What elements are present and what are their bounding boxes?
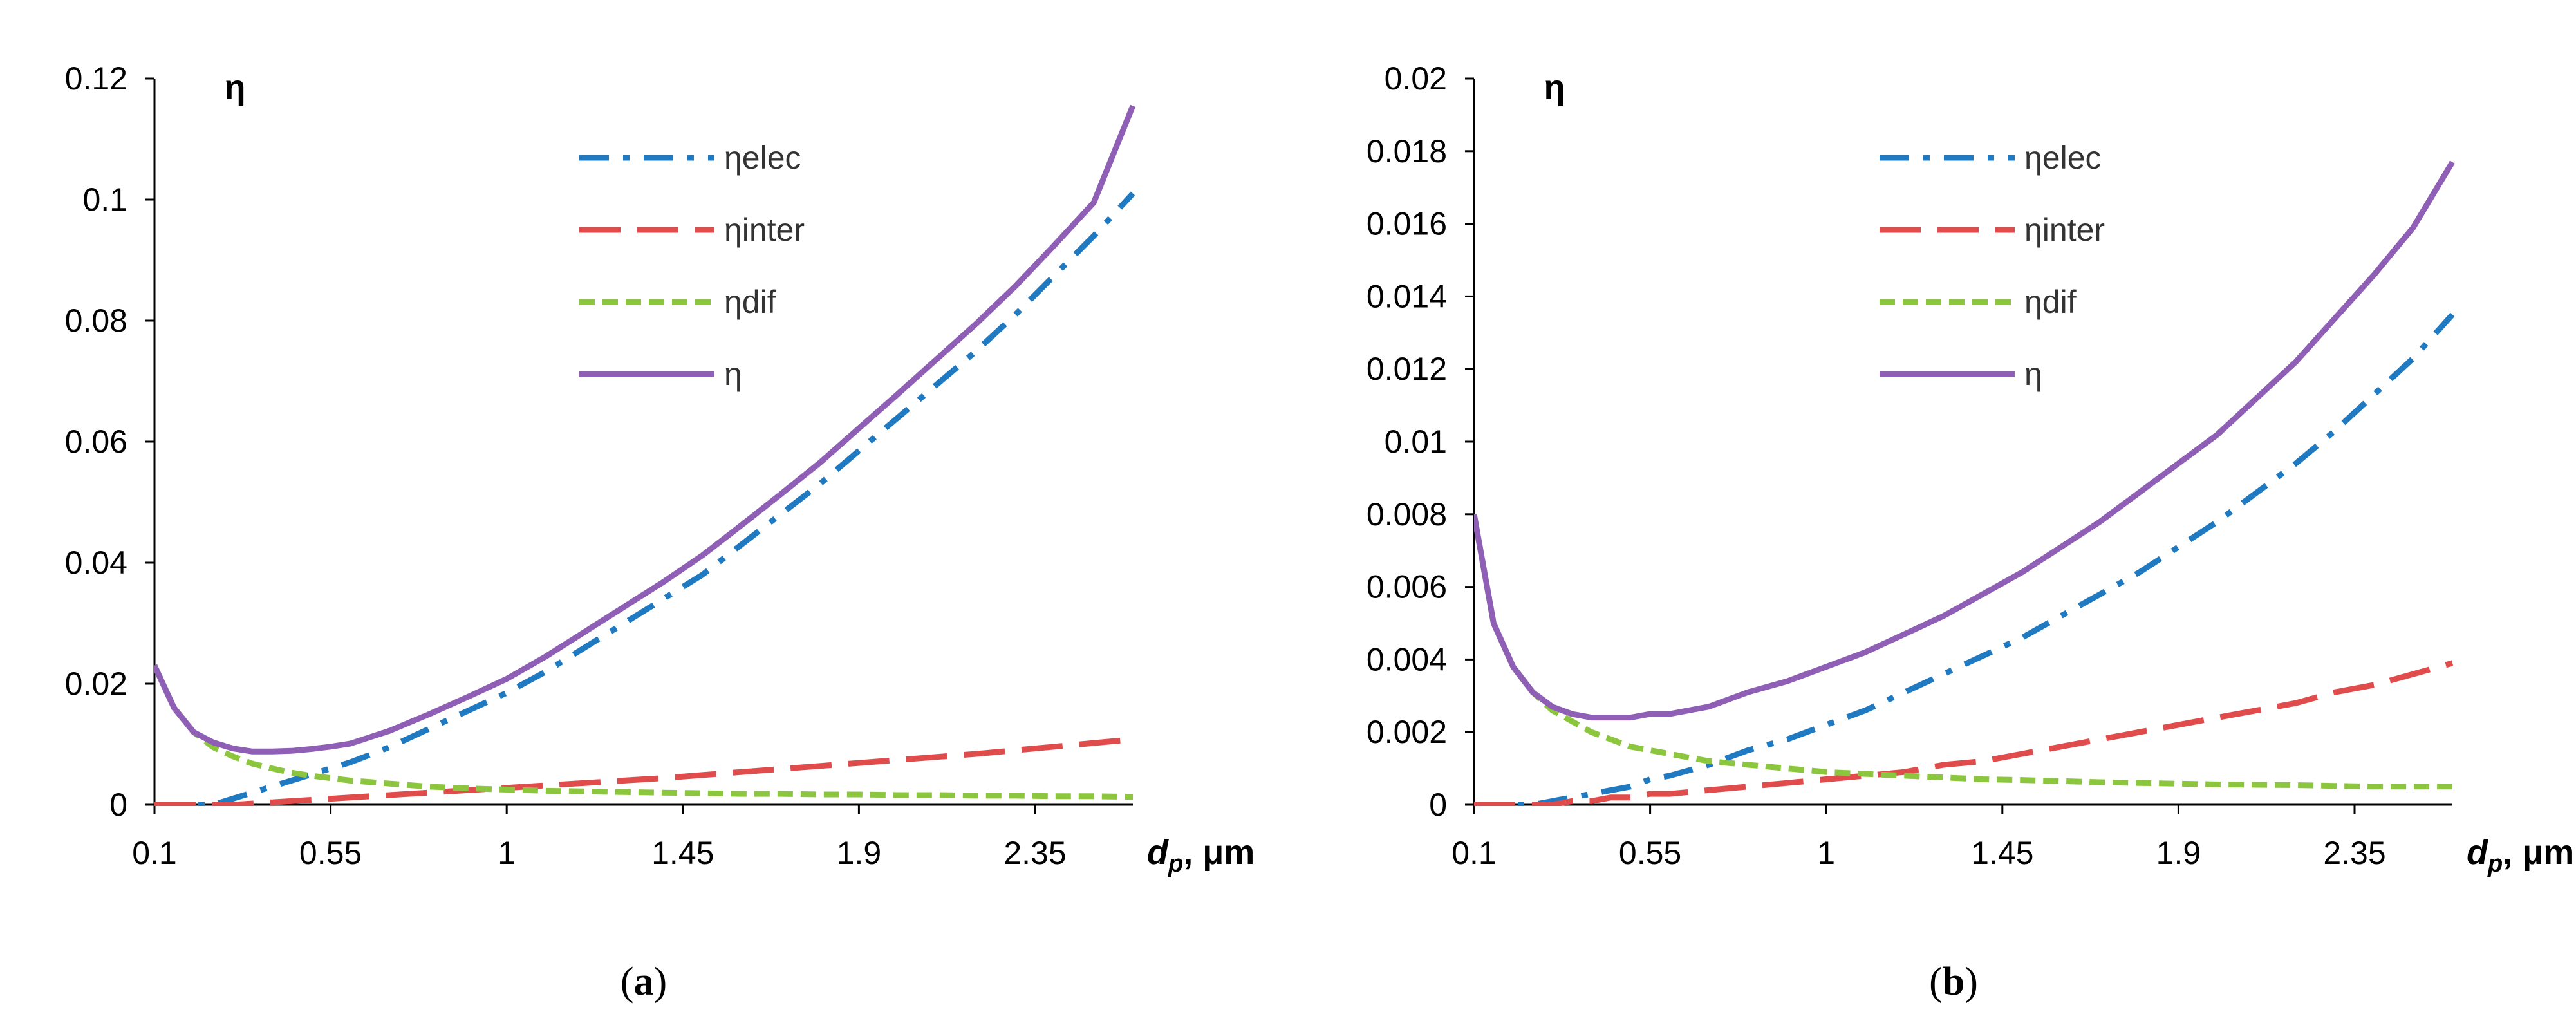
y-tick-label: 0.014 xyxy=(1367,278,1447,314)
y-axis-label: η xyxy=(1544,68,1565,107)
y-tick-label: 0.006 xyxy=(1367,569,1447,605)
y-tick-label: 0.12 xyxy=(65,61,127,97)
x-axis-label: dp, μm xyxy=(2467,833,2574,878)
series-line-ηelec xyxy=(154,191,1135,806)
x-tick-label: 1.9 xyxy=(2156,835,2201,871)
series-line-η xyxy=(154,104,1136,755)
y-tick-label: 0.012 xyxy=(1367,351,1447,387)
legend: ηelec ηinter ηdif η xyxy=(579,140,805,392)
x-tick-label: 1.45 xyxy=(651,835,714,871)
y-tick-label: 0.008 xyxy=(1367,496,1447,532)
legend-label: ηdif xyxy=(2024,284,2077,320)
x-tick-label: 0.55 xyxy=(299,835,362,871)
series-line-η xyxy=(1474,160,2455,721)
y-tick-label: 0 xyxy=(1429,787,1447,823)
legend-label: ηdif xyxy=(724,284,776,320)
y-axis-label: η xyxy=(225,68,246,107)
y-tick-label: 0.002 xyxy=(1367,714,1447,750)
legend: ηelec ηinter ηdif η xyxy=(1880,140,2105,392)
legend-label: ηelec xyxy=(2024,140,2102,176)
y-tick-label: 0.016 xyxy=(1367,206,1447,242)
legend-label: η xyxy=(2024,356,2042,392)
y-tick-label: 0.1 xyxy=(82,182,127,218)
x-tick-label: 0.1 xyxy=(132,835,177,871)
series-line-ηinter xyxy=(154,737,1134,806)
x-tick-label: 1.45 xyxy=(1971,835,2033,871)
x-tick-label: 2.35 xyxy=(2323,835,2385,871)
chart-panel-a: 0 0.02 0.04 0.06 0.08 0.1 0.12 0.1 0.55 1 1.45 1.9 2… xyxy=(65,61,1255,1004)
y-tick-label: 0 xyxy=(109,787,127,823)
y-tick-label: 0.004 xyxy=(1367,641,1447,677)
x-axis-label-variable: d xyxy=(1147,833,1169,872)
x-axis-label-subscript: p xyxy=(2487,850,2503,878)
x-axis-label-unit: , μm xyxy=(1183,833,1255,872)
x-tick-label: 0.1 xyxy=(1451,835,1497,871)
x-axis-label-variable: d xyxy=(2467,833,2488,872)
panel-caption: (b) xyxy=(1929,960,1978,1004)
x-tick-label: 1 xyxy=(1817,835,1835,871)
panel-caption: (a) xyxy=(621,960,667,1004)
x-tick-label: 1 xyxy=(498,835,516,871)
legend-label: η xyxy=(724,356,742,392)
y-tick-label: 0.02 xyxy=(65,666,127,702)
series-line-ηdif xyxy=(154,664,1134,800)
series-group xyxy=(154,104,1136,806)
legend-label: ηinter xyxy=(724,212,805,248)
series-line-ηinter xyxy=(1474,660,2454,806)
y-tick-label: 0.01 xyxy=(1385,424,1447,460)
caption-letter: b xyxy=(1943,960,1965,1004)
caption-close-paren: ) xyxy=(1965,960,1978,1004)
y-tick-label: 0.06 xyxy=(65,424,127,460)
caption-close-paren: ) xyxy=(654,960,667,1004)
y-tick-label: 0.04 xyxy=(65,545,127,581)
y-tick-label: 0.08 xyxy=(65,303,127,339)
x-tick-label: 2.35 xyxy=(1003,835,1066,871)
caption-open-paren: ( xyxy=(621,960,634,1004)
x-axis-label-subscript: p xyxy=(1168,850,1183,878)
legend-label: ηinter xyxy=(2024,212,2105,248)
x-tick-label: 1.9 xyxy=(837,835,882,871)
legend-label: ηelec xyxy=(724,140,801,176)
y-tick-label: 0.018 xyxy=(1367,133,1447,169)
x-axis-label-unit: , μm xyxy=(2503,833,2574,872)
chart-panel-b: 0 0.002 0.004 0.006 0.008 0.01 0.012 0.014 0.016… xyxy=(1367,61,2574,1004)
series-line-ηdif xyxy=(1474,514,2452,790)
series-line-ηelec xyxy=(1474,312,2455,806)
y-tick-label: 0.02 xyxy=(1385,61,1447,97)
caption-open-paren: ( xyxy=(1929,960,1943,1004)
caption-letter: a xyxy=(634,960,654,1004)
series-group xyxy=(1474,160,2455,806)
x-axis-label: dp, μm xyxy=(1147,833,1255,878)
x-tick-label: 0.55 xyxy=(1619,835,1681,871)
